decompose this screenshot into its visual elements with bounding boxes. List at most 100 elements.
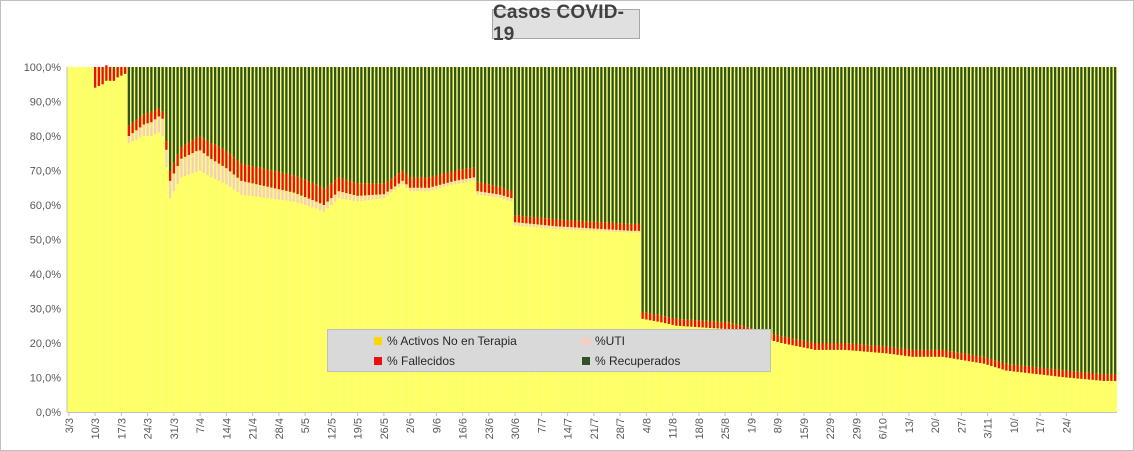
bar-uti: [453, 180, 457, 185]
bar-fallecidos: [191, 140, 194, 154]
bar-recuperados: [435, 67, 438, 176]
bar-recuperados: [963, 67, 967, 354]
bar-fallecidos: [633, 223, 637, 231]
bar-recuperados: [528, 67, 532, 217]
bar-recuperados: [191, 67, 194, 141]
bar-activos: [615, 231, 618, 412]
bar-uti: [251, 183, 254, 197]
bar-recuperados: [986, 67, 989, 358]
bar-fallecidos: [731, 323, 734, 331]
bar-fallecidos: [172, 162, 176, 174]
bar-recuperados: [626, 67, 629, 224]
y-tick-label: 80,0%: [30, 131, 61, 143]
bar-fallecidos: [735, 324, 738, 332]
bar-activos: [1083, 379, 1087, 412]
bar-recuperados: [776, 67, 779, 336]
y-tick-label: 40,0%: [30, 269, 61, 281]
bar-recuperados: [495, 67, 498, 186]
bar-fallecidos: [285, 173, 288, 191]
bar-recuperados: [198, 67, 202, 137]
bar-activos: [997, 368, 1001, 412]
bar-recuperados: [873, 67, 877, 346]
bar-fallecidos: [176, 154, 179, 167]
y-tick-label: 50,0%: [30, 235, 61, 247]
bar-activos: [978, 363, 982, 412]
bar-activos: [536, 227, 539, 412]
legend-item-uti: %UTI: [582, 334, 625, 348]
bar-fallecidos: [888, 346, 892, 354]
bar-uti: [585, 228, 588, 231]
x-tick-label: 18/8: [694, 418, 706, 439]
bar-activos: [911, 356, 914, 412]
bar-fallecidos: [236, 160, 239, 178]
bar-activos: [581, 230, 584, 412]
bar-recuperados: [442, 67, 446, 174]
bar-activos: [135, 139, 138, 412]
bar-uti: [446, 182, 449, 187]
bar-fallecidos: [573, 220, 577, 228]
bar-fallecidos: [982, 356, 986, 364]
bar-fallecidos: [517, 215, 521, 223]
bar-fallecidos: [247, 165, 251, 183]
bar-recuperados: [303, 67, 307, 180]
bar-uti: [390, 189, 393, 193]
bar-fallecidos: [577, 220, 581, 228]
bar-activos: [382, 198, 386, 412]
bar-fallecidos: [907, 349, 911, 357]
bar-activos: [112, 80, 116, 413]
bar-fallecidos: [817, 343, 821, 350]
bar-recuperados: [367, 67, 371, 184]
bar-fallecidos: [671, 317, 674, 325]
bar-recuperados: [412, 67, 416, 178]
bar-fallecidos: [1057, 369, 1061, 377]
bar-activos: [453, 184, 457, 412]
bar-fallecidos: [596, 221, 599, 229]
x-tick-label: 3/11: [983, 418, 995, 439]
bar-activos: [228, 186, 232, 412]
bar-uti: [525, 223, 528, 227]
x-tick-label: 12/5: [326, 418, 338, 439]
bar-uti: [615, 229, 618, 232]
bar-activos: [952, 358, 956, 412]
bar-activos: [168, 198, 172, 412]
bar-recuperados: [506, 67, 509, 190]
bar-activos: [476, 194, 479, 412]
bar-recuperados: [345, 67, 348, 180]
bar-activos: [570, 229, 573, 412]
bar-uti: [596, 228, 599, 232]
chart-title: Casos COVID-19: [492, 2, 640, 45]
bar-uti: [292, 192, 296, 202]
bar-fallecidos: [187, 142, 191, 155]
bar-fallecidos: [851, 343, 854, 351]
bar-activos: [322, 211, 326, 412]
bar-fallecidos: [333, 180, 337, 195]
bar-activos: [798, 346, 802, 412]
bar-activos: [585, 230, 588, 412]
bar-uti: [202, 153, 206, 173]
bar-uti: [255, 184, 258, 197]
bar-fallecidos: [210, 143, 213, 159]
bar-recuperados: [472, 67, 476, 168]
bar-fallecidos: [502, 188, 506, 196]
bar-uti: [348, 194, 352, 201]
bar-recuperados: [1042, 67, 1046, 369]
bar-uti: [266, 186, 269, 199]
bar-fallecidos: [772, 334, 776, 342]
bar-activos: [971, 361, 974, 412]
bar-activos: [1106, 380, 1109, 412]
bar-uti: [228, 171, 232, 187]
bar-recuperados: [633, 67, 637, 224]
legend-label-recuperados: % Recuperados: [595, 354, 681, 368]
bar-activos: [221, 182, 224, 412]
bar-recuperados: [292, 67, 296, 176]
bar-fallecidos: [498, 186, 502, 195]
bar-uti: [187, 154, 191, 175]
bar-fallecidos: [213, 144, 217, 162]
bar-activos: [866, 351, 869, 412]
bar-activos: [240, 194, 243, 412]
bar-activos: [195, 171, 198, 412]
bar-activos: [311, 207, 314, 412]
bar-fallecidos: [513, 215, 517, 223]
bar-recuperados: [427, 67, 431, 178]
bar-recuperados: [993, 67, 997, 361]
